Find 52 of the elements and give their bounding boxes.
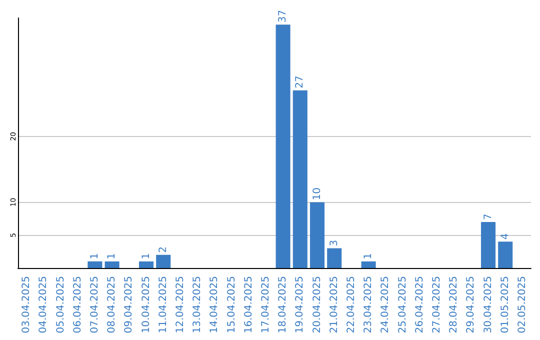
x-tick-label: 21.04.2025 [328, 276, 340, 334]
bar [361, 261, 376, 268]
x-tick-label: 26.04.2025 [414, 276, 426, 334]
data-label: 3 [328, 240, 340, 246]
data-label: 10 [312, 187, 323, 200]
data-label: 37 [278, 10, 289, 23]
x-tick-label: 03.04.2025 [21, 276, 32, 334]
bar [292, 90, 308, 268]
bar [156, 254, 171, 268]
data-label: 27 [294, 76, 306, 88]
x-tick-label: 19.04.2025 [294, 276, 306, 334]
x-tick-label: 07.04.2025 [89, 276, 100, 334]
x-tick-label: 22.04.2025 [346, 276, 357, 334]
x-tick-label: 16.04.2025 [243, 276, 254, 334]
data-label: 7 [482, 214, 494, 220]
x-tick-label: 27.04.2025 [431, 276, 442, 334]
x-tick-label: 09.04.2025 [124, 276, 135, 334]
x-tick-label: 23.04.2025 [363, 276, 374, 334]
x-tick-label: 10.04.2025 [140, 276, 152, 334]
bar [104, 261, 120, 268]
x-tick-label: 14.04.2025 [209, 276, 220, 334]
x-tick-label: 11.04.2025 [158, 276, 169, 334]
data-label: 4 [500, 233, 511, 240]
data-label: 2 [158, 246, 169, 253]
data-label: 1 [89, 253, 100, 260]
x-tick-label: 17.04.2025 [260, 276, 272, 334]
x-tick-label: 05.04.2025 [55, 276, 66, 334]
x-tick-label: 06.04.2025 [72, 276, 84, 334]
x-tick-label: 24.04.2025 [380, 276, 392, 334]
bar [498, 242, 513, 268]
x-tick-label: 01.05.2025 [500, 276, 511, 334]
bar [276, 24, 290, 268]
bar [480, 222, 496, 268]
data-label: 1 [140, 253, 152, 260]
x-tick-label: 08.04.2025 [106, 276, 118, 334]
bar [327, 248, 342, 268]
x-tick-label: 04.04.2025 [38, 276, 50, 334]
x-tick-label: 30.04.2025 [482, 276, 494, 334]
bar [88, 261, 102, 268]
x-tick-label: 13.04.2025 [192, 276, 204, 334]
x-tick-label: 12.04.2025 [174, 276, 186, 334]
x-tick-label: 29.04.2025 [466, 276, 477, 334]
bar [138, 261, 154, 268]
x-tick-label: 02.05.2025 [516, 276, 528, 334]
x-tick-label: 15.04.2025 [226, 276, 238, 334]
data-label: 1 [363, 253, 374, 260]
x-tick-label: 25.04.2025 [397, 276, 408, 334]
x-tick-label: 20.04.2025 [312, 276, 323, 334]
bar [310, 202, 325, 268]
data-label: 1 [106, 253, 118, 260]
x-tick-label: 18.04.2025 [278, 276, 289, 334]
x-tick-label: 28.04.2025 [448, 276, 460, 334]
